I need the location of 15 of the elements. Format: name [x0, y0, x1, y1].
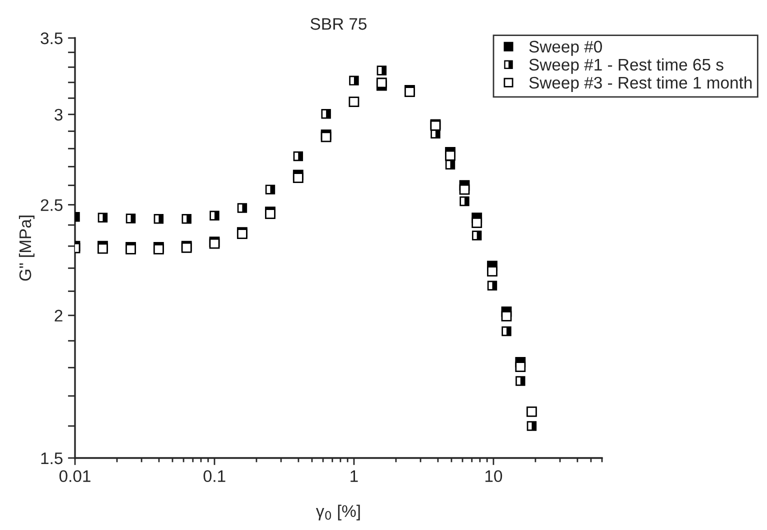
legend-label: Sweep #1 - Rest time 65 s [529, 58, 724, 74]
x-tick-label: 0.01 [59, 470, 90, 482]
x-tick-label: 0.1 [204, 470, 226, 482]
y-tick-label: 2 [54, 310, 62, 322]
y-tick-label: 2.5 [40, 199, 62, 211]
x-axis-title: γ$_{0}$ [%] [316, 504, 360, 520]
x-tick-label: 1 [350, 470, 358, 482]
y-axis-title: G" [MPa] [18, 216, 34, 281]
y-tick-label: 1.5 [41, 452, 62, 464]
y-tick-label: 3 [54, 108, 62, 121]
x-tick-label: 10 [485, 470, 502, 482]
chart-title: SBR 75 [310, 18, 367, 30]
y-tick-label: 3.5 [40, 32, 62, 44]
legend-label: Sweep #0 [529, 40, 602, 56]
legend-label: Sweep #3 - Rest time 1 month [529, 76, 752, 92]
